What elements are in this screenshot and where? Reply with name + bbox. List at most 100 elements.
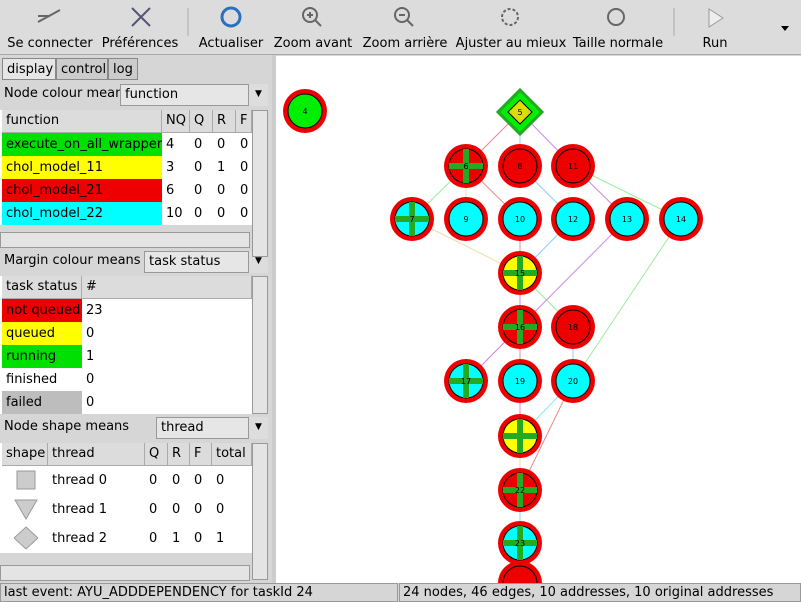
table-cell: 0 xyxy=(236,179,252,202)
table-header: thread xyxy=(48,443,145,466)
node xyxy=(555,201,591,237)
node-cross xyxy=(449,163,483,169)
toolbar: Se connecter Préférences Actualiser Zoom av… xyxy=(0,0,801,55)
table-header: R xyxy=(168,443,190,466)
dropdown-arrow[interactable]: ▼ xyxy=(248,417,268,439)
table-cell: finished xyxy=(2,368,82,391)
table-cell: 0 xyxy=(145,495,168,524)
node xyxy=(555,148,591,184)
node xyxy=(555,309,591,345)
splitter[interactable] xyxy=(272,55,276,583)
table-cell: chol_model_22 xyxy=(2,202,162,225)
table-cell: 0 xyxy=(213,133,236,156)
table-header: F xyxy=(190,443,212,466)
node-label: 6 xyxy=(463,162,468,171)
table-header: function xyxy=(2,110,162,133)
toolbar-button[interactable]: Actualiser xyxy=(198,36,264,51)
node xyxy=(609,201,645,237)
node xyxy=(507,99,533,125)
scrollbar xyxy=(252,276,268,414)
table-cell: 0 xyxy=(82,368,252,391)
table-cell: 1 xyxy=(212,524,252,553)
table-cell: 0 xyxy=(212,466,252,495)
table-cell: thread 0 xyxy=(48,466,145,495)
node-label: 15 xyxy=(515,269,525,278)
section-label: Node shape means xyxy=(4,419,130,434)
table-cell: 23 xyxy=(82,299,252,322)
toolbar-button[interactable]: Zoom arrière xyxy=(362,36,448,51)
edge xyxy=(572,218,682,382)
toolbar-button[interactable]: Se connecter xyxy=(7,36,93,51)
table-cell: 0 xyxy=(82,322,252,345)
section-label: Node colour mean xyxy=(4,86,120,101)
table-cell: 6 xyxy=(162,179,190,202)
table-cell: not queued xyxy=(2,299,82,322)
table-header: Q xyxy=(190,110,213,133)
table-cell: 0 xyxy=(236,156,252,179)
toolbar-button[interactable]: Préférences xyxy=(101,36,179,51)
scrollbar xyxy=(252,110,268,257)
node-label: 8 xyxy=(517,162,522,171)
tab[interactable]: display xyxy=(2,58,56,80)
node-label: 18 xyxy=(568,323,578,332)
dropdown[interactable]: function xyxy=(120,84,268,106)
toolbar-button[interactable]: Zoom avant xyxy=(273,36,353,51)
edge xyxy=(465,218,628,382)
node-label: 19 xyxy=(515,377,525,386)
table-header: # xyxy=(82,276,252,299)
shape-icon xyxy=(14,499,38,520)
node-label: 16 xyxy=(515,323,525,332)
table-header: task status xyxy=(2,276,82,299)
node-cross xyxy=(503,433,537,439)
toolbar-button[interactable]: Taille normale xyxy=(572,36,664,51)
toolbar-button[interactable]: Ajuster au mieux xyxy=(455,36,567,51)
scrollbar xyxy=(252,443,268,580)
table-cell: execute_on_all_wrapper xyxy=(2,133,162,156)
node xyxy=(502,363,538,399)
table-cell: 0 xyxy=(190,466,212,495)
dropdown[interactable]: thread xyxy=(156,417,268,439)
table-cell: 3 xyxy=(162,156,190,179)
tab[interactable]: control xyxy=(56,58,108,80)
table-cell: 0 xyxy=(190,133,213,156)
node-cross xyxy=(503,324,537,330)
dropdown[interactable]: task status xyxy=(144,251,268,273)
table-cell: queued xyxy=(2,322,82,345)
toolbar-icons xyxy=(37,6,789,36)
table-header: R xyxy=(213,110,236,133)
table-cell: 0 xyxy=(168,495,190,524)
table-cell: 0 xyxy=(212,495,252,524)
shape-icon xyxy=(14,526,38,550)
toolbar-button[interactable]: Run xyxy=(702,36,728,51)
dropdown-arrow[interactable]: ▼ xyxy=(248,84,268,106)
table-cell: 0 xyxy=(190,202,213,225)
node-label: 13 xyxy=(622,215,632,224)
table-cell: 10 xyxy=(162,202,190,225)
node-label: 20 xyxy=(568,377,578,386)
table-cell: 1 xyxy=(213,156,236,179)
table-cell: 0 xyxy=(145,466,168,495)
section-label: Margin colour means xyxy=(4,253,141,268)
table-cell: 0 xyxy=(236,202,252,225)
node-label: 10 xyxy=(515,215,525,224)
scrollbar xyxy=(0,565,250,581)
table-cell: 0 xyxy=(213,179,236,202)
node xyxy=(287,93,323,129)
node xyxy=(663,201,699,237)
node-label: 23 xyxy=(515,539,525,548)
status-right: 24 nodes, 46 edges, 10 addresses, 10 ori… xyxy=(399,583,801,602)
node-label: 12 xyxy=(568,215,578,224)
table-cell: running xyxy=(2,345,82,368)
status-left: last event: AYU_ADDDEPENDENCY for taskId… xyxy=(0,583,398,602)
node-label: 17 xyxy=(461,377,471,386)
node-cross xyxy=(503,540,537,546)
table-cell: 1 xyxy=(82,345,252,368)
node xyxy=(502,148,538,184)
table: task status # not queued 23 queued 0 running 1 f… xyxy=(0,276,252,414)
tab[interactable]: log xyxy=(108,58,138,80)
table-cell: 0 xyxy=(213,202,236,225)
